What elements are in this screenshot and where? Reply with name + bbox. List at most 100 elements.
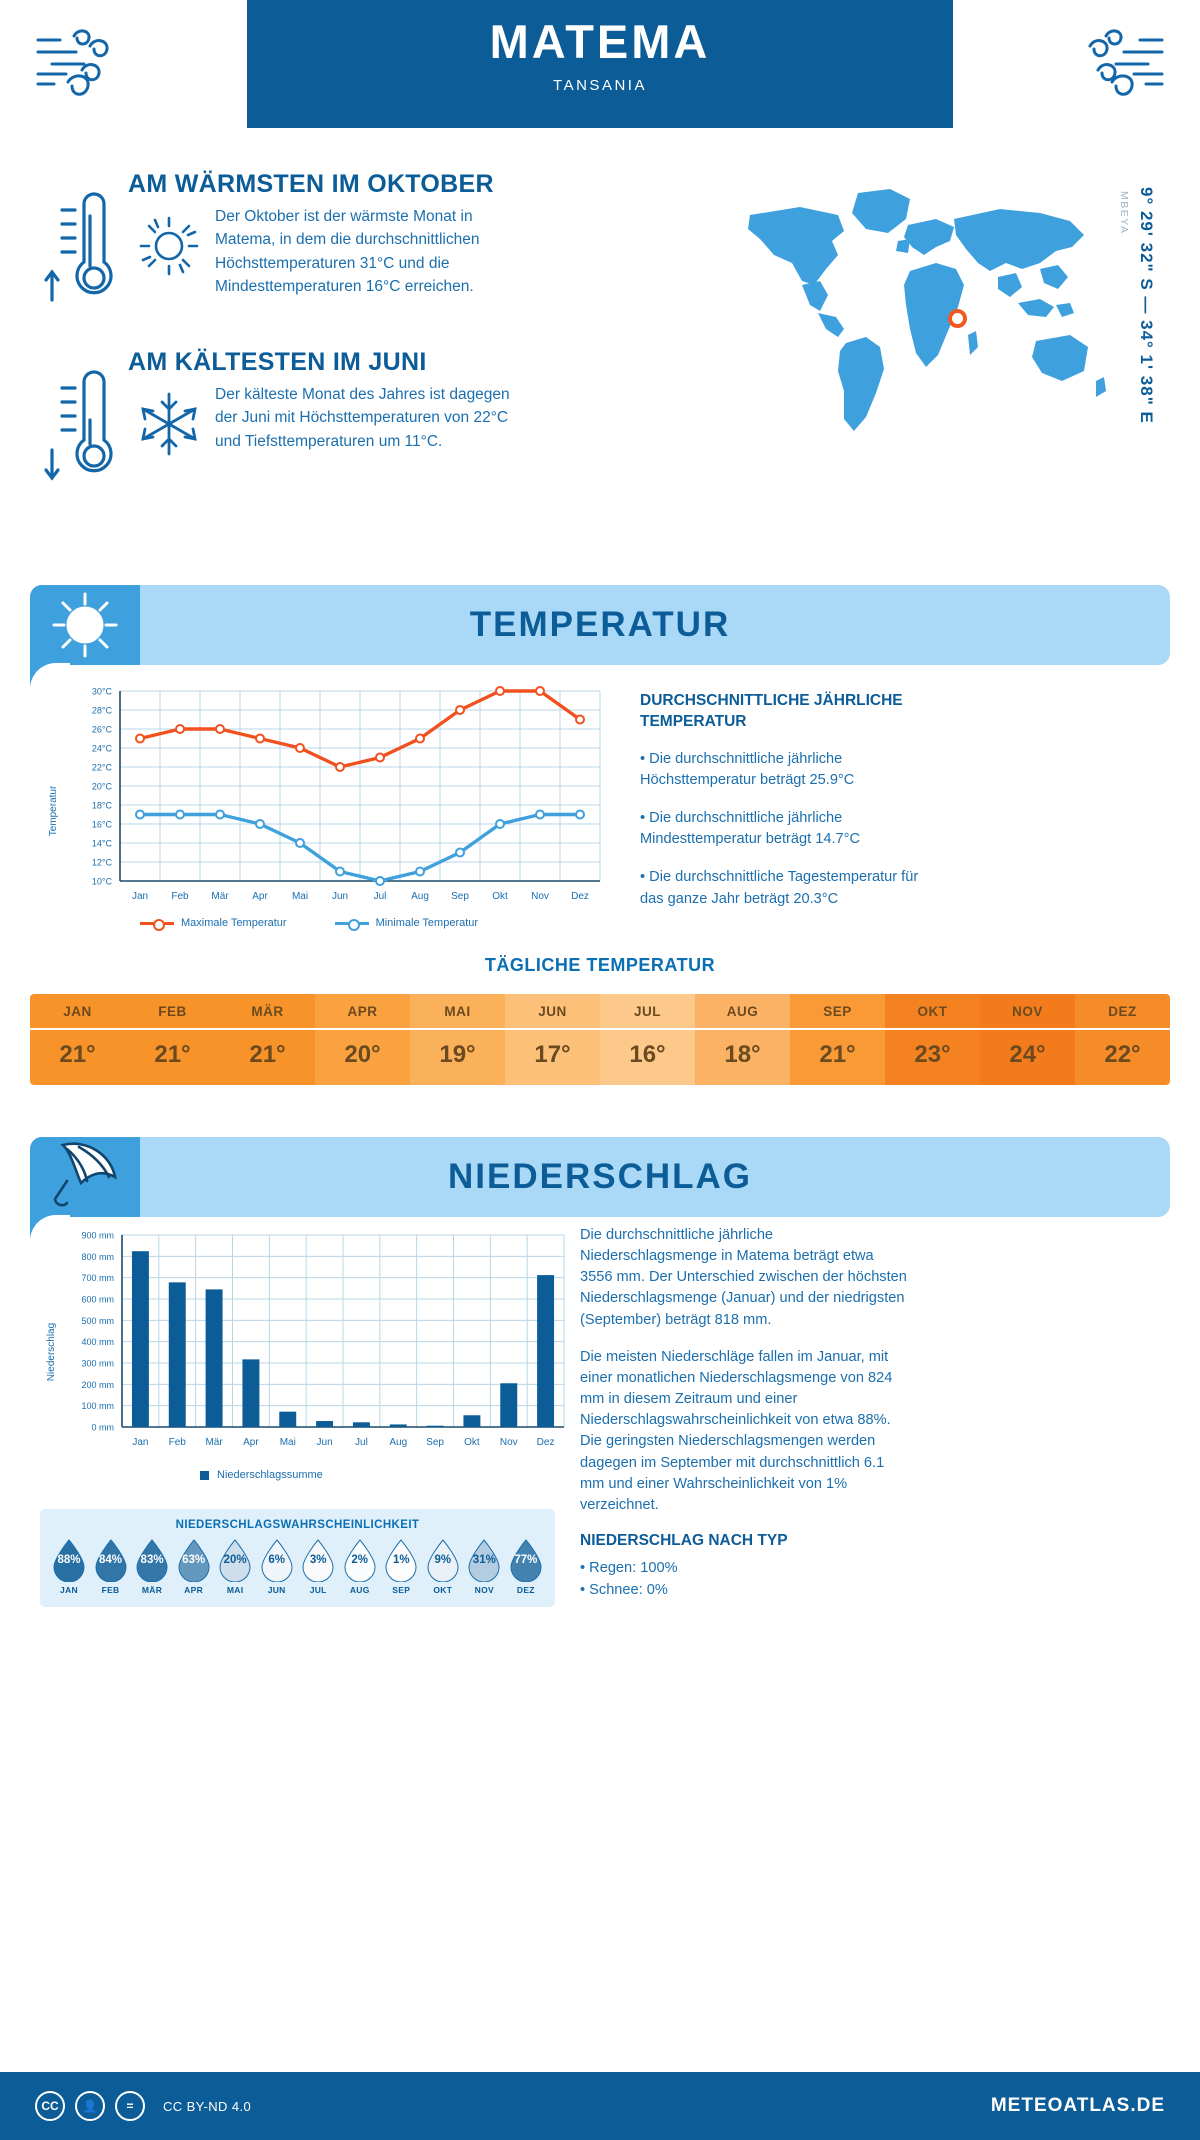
data-point <box>215 724 225 734</box>
probability-month: MÄR <box>141 1585 163 1595</box>
daily-temp-value: 19° <box>410 1028 505 1085</box>
by-icon: 👤 <box>75 2091 105 2121</box>
probability-item: 83% MÄR <box>133 1538 171 1595</box>
probability-value: 1% <box>392 1554 410 1566</box>
x-tick-label: Jun <box>332 891 348 902</box>
x-tick-label: Okt <box>464 1437 480 1448</box>
wind-icon <box>30 22 130 107</box>
header-banner-shape <box>247 0 953 128</box>
probability-month: SEP <box>392 1585 411 1595</box>
coldest-text: Der kälteste Monat des Jahres ist dagege… <box>215 386 510 450</box>
x-tick-label: Dez <box>537 1437 555 1448</box>
daily-temp-month: JAN <box>63 1004 92 1019</box>
x-tick-label: Mär <box>205 1437 223 1448</box>
x-axis-ticks: Jan Feb Mär Apr Mai Jun Jul Aug Sep Okt Nov Dez <box>132 891 589 902</box>
wind-icon <box>1070 22 1170 107</box>
daily-temp-month: SEP <box>823 1004 852 1019</box>
bar <box>463 1415 481 1427</box>
x-tick-label: Dez <box>571 891 589 902</box>
legend-item-min: Minimale Temperatur <box>334 917 478 931</box>
probability-month: APR <box>184 1585 204 1595</box>
x-tick-label: Jan <box>132 891 148 902</box>
x-tick-label: Jun <box>317 1437 333 1448</box>
location-marker-icon <box>948 309 967 328</box>
y-tick-label: 300 mm <box>81 1359 114 1369</box>
thermometer-icon <box>40 182 120 317</box>
bar <box>500 1383 518 1427</box>
probability-value: 88% <box>57 1554 81 1566</box>
bar <box>168 1282 186 1427</box>
legend-label-max: Maximale Temperatur <box>181 917 287 929</box>
y-tick-label: 14°C <box>92 839 113 849</box>
legend-swatch-precip <box>200 1470 209 1480</box>
daily-temp-month: JUL <box>633 1004 661 1019</box>
daily-temp-month: JUN <box>538 1004 567 1019</box>
y-tick-label: 100 mm <box>81 1401 114 1411</box>
x-tick-label: Feb <box>171 891 189 902</box>
daily-temp-value: 16° <box>600 1028 695 1085</box>
daily-temp-month: AUG <box>726 1004 759 1019</box>
daily-temp-month: DEZ <box>1108 1004 1137 1019</box>
x-tick-label: Jul <box>355 1437 368 1448</box>
water-drop-icon: 2% <box>341 1538 379 1582</box>
bar <box>131 1251 149 1427</box>
legend-label-precip: Niederschlagssumme <box>217 1469 323 1481</box>
warmest-heading: AM WÄRMSTEN IM OKTOBER <box>128 170 494 198</box>
data-point <box>535 686 545 696</box>
country-label: TANSANIA <box>553 76 647 94</box>
daily-temp-column: MÄR 21° <box>220 994 315 1085</box>
x-tick-label: Apr <box>243 1437 259 1448</box>
header: MATEMA TANSANIA <box>0 0 1200 145</box>
y-tick-label: 26°C <box>92 725 113 735</box>
world-map: MBEYA 9° 29' 32" S — 34° 1' 38" E <box>740 165 1170 495</box>
water-drop-icon: 88% <box>50 1538 88 1582</box>
data-point <box>215 809 225 820</box>
page-title: MATEMA <box>489 15 711 68</box>
precipitation-paragraph: Die durchschnittliche jährliche Niedersc… <box>580 1227 907 1328</box>
y-tick-label: 600 mm <box>81 1295 114 1305</box>
probability-item: 3% JUL <box>299 1538 337 1595</box>
y-tick-label: 22°C <box>92 763 113 773</box>
precipitation-chart-legend: Niederschlagssumme <box>200 1469 323 1481</box>
region-label: MBEYA <box>1118 191 1130 235</box>
daily-temp-column: JUN 17° <box>505 994 600 1085</box>
temperature-banner: TEMPERATUR <box>30 585 1170 691</box>
y-axis-label: Temperatur <box>48 785 59 836</box>
data-point <box>135 733 145 744</box>
data-point <box>175 809 185 820</box>
series-max-points <box>135 686 585 772</box>
banner-tail <box>30 1215 70 1243</box>
bar <box>537 1275 555 1427</box>
probability-item: 63% APR <box>175 1538 213 1595</box>
data-point <box>255 819 265 829</box>
daily-temp-column: JAN 21° <box>30 994 125 1085</box>
bar <box>389 1424 407 1427</box>
probability-month: JUL <box>309 1585 327 1595</box>
temperature-bullet: • Die durchschnittliche Tagestemperatur … <box>640 869 919 907</box>
probability-month: FEB <box>101 1585 120 1595</box>
probability-value: 3% <box>309 1554 327 1566</box>
data-point <box>535 809 545 820</box>
series-max-line <box>139 689 581 769</box>
nd-icon: = <box>115 2091 145 2121</box>
probability-title: NIEDERSCHLAGSWAHRSCHEINLICHKEIT <box>175 1519 420 1531</box>
probability-value: 6% <box>268 1554 285 1566</box>
temperature-section-title: TEMPERATUR <box>469 605 731 644</box>
temperature-chart-row: Temperatur 10°C 12°C 14°C 16°C 18°C 20°C 22°C 2… <box>40 665 1160 945</box>
site-name[interactable]: METEOATLAS.DE <box>990 2095 1165 2116</box>
chart-grid <box>119 690 601 882</box>
x-tick-label: Nov <box>500 1437 518 1448</box>
temperature-line-chart: Temperatur 10°C 12°C 14°C 16°C 18°C 20°C 22°C 2… <box>48 686 601 902</box>
series-min-points <box>135 809 585 886</box>
chart-grid <box>121 1234 565 1428</box>
y-tick-label: 28°C <box>92 706 113 716</box>
probability-value: 83% <box>140 1554 164 1566</box>
daily-temp-value: 21° <box>220 1028 315 1085</box>
daily-temp-value: 17° <box>505 1028 600 1085</box>
probability-value: 2% <box>351 1554 369 1566</box>
probability-month: AUG <box>349 1585 370 1595</box>
water-drop-icon: 3% <box>299 1538 337 1582</box>
daily-temp-column: AUG 18° <box>695 994 790 1085</box>
data-point <box>495 819 505 829</box>
